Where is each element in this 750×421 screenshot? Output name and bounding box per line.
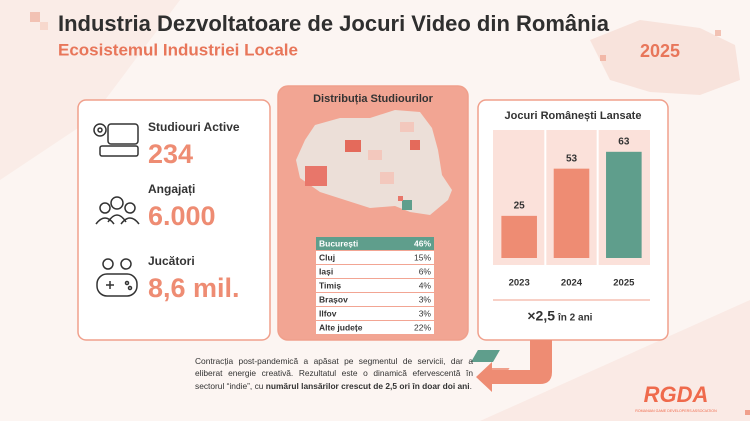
region-name: Iași [319,266,333,276]
bar [606,151,642,258]
table-row [316,237,434,250]
region-name: Alte județe [319,322,363,332]
growth-note: în 2 ani [557,313,593,324]
x-tick-label: 2024 [561,278,583,289]
region-share: 3% [419,308,432,318]
bar [553,168,590,258]
table-row [316,321,434,334]
stat-label: Studiouri Active [148,120,240,134]
romania-map [296,110,452,215]
stats: Studiouri Active 234 Angajați 6.000 Jucători… [148,120,240,303]
footnote-highlight: numărul lansărilor crescut de 2,5 ori în… [265,380,470,391]
region-name: București [319,238,358,248]
region-share: 3% [419,294,432,304]
bar-chart: 2023 25 2024 53 2025 63 [501,130,642,289]
region-share: 22% [414,322,431,332]
footnote-text: . [469,380,472,391]
region-name: Timiș [319,280,341,290]
region-name: Cluj [319,252,335,262]
data-label: 63 [618,136,630,147]
footnote: Contracția post-pandemică a apăsat pe se… [195,355,473,392]
table-row [316,307,434,320]
growth: ×2,5 [527,308,555,324]
data-label: 25 [514,200,526,211]
logo: RGDA [644,382,709,407]
region-share: 46% [414,238,431,248]
region-name: Brașov [319,294,348,304]
stat-value: 234 [148,139,193,169]
table-row [316,251,434,264]
stat-icons [93,123,140,297]
bar [501,215,537,258]
data-label: 53 [566,153,578,164]
table-row [316,293,434,306]
stat-value: 8,6 mil. [148,273,240,303]
stat-label: Angajați [148,182,195,196]
chart-title: Jocuri Românești Lansate [505,110,642,122]
title: Industria Dezvoltatoare de Jocuri Video … [58,11,610,36]
logo-tagline: ROMANIAN GAME DEVELOPERS ASSOCIATION [635,409,717,413]
footnote-text: Contracția post-pandemică a apăsat pe se… [195,356,473,391]
stat-value: 6.000 [148,201,216,231]
table-row [316,279,434,292]
region-name: Ilfov [319,308,337,318]
x-tick-label: 2023 [509,278,530,289]
stat-label: Jucători [148,254,195,268]
table-row [316,265,434,278]
arrow [476,340,552,392]
stats-card [77,99,271,341]
subtitle: Ecosistemul Industriei Locale [58,40,298,59]
region-share: 15% [414,252,431,262]
region-share: 4% [419,280,432,290]
year: 2025 [640,41,680,61]
distribution-title: Distribuția Studiourilor [313,93,433,105]
region-share: 6% [419,266,432,276]
x-tick-label: 2025 [613,278,635,289]
distribution-table: București 46% Cluj 15% Iași 6% Timiș 4% Brașov 3%… [316,237,434,334]
